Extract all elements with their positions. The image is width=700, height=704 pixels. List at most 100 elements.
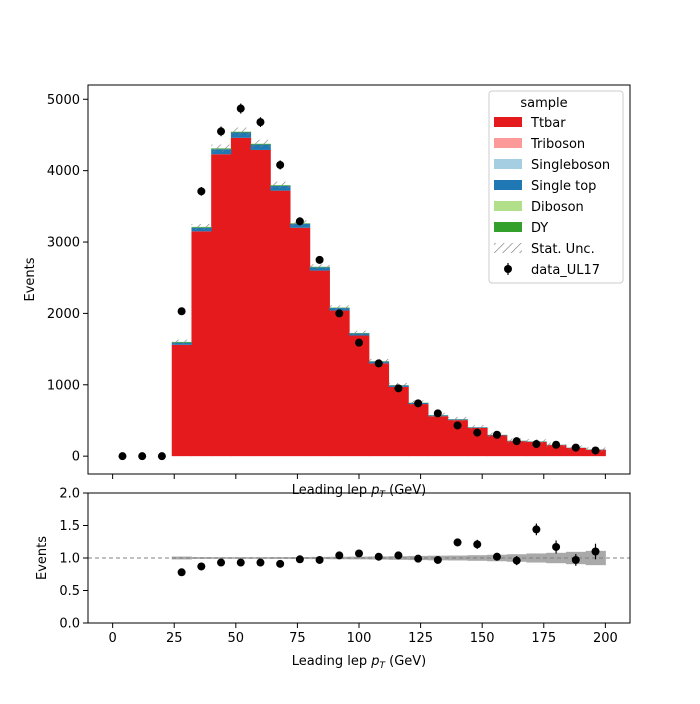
ratio-x-tick-label: 100 [347,631,372,646]
ratio-point [217,559,225,567]
bar-ttbar [389,387,409,456]
stat-unc-hatch [211,145,231,152]
data-point [335,309,343,317]
legend-swatch-singleboson [494,159,522,169]
legend-swatch-single-top [494,180,522,190]
ratio-y-tick-label: 0.0 [59,617,80,632]
ratio-point [513,557,521,565]
ratio-point [414,555,422,563]
data-point [592,446,600,454]
bar-ttbar [329,311,349,457]
data-point [256,118,264,126]
legend-swatch-diboson [494,201,522,211]
stat-unc-hatch [251,140,271,148]
bar-ttbar [270,191,290,457]
legend-label-singleboson: Singleboson [531,158,610,173]
legend-label-data-ul17: data_UL17 [531,263,600,278]
ratio-point [493,553,501,561]
ratio-point [473,540,481,548]
stat-unc-hatch [172,340,192,344]
ratio-x-tick-label: 200 [593,631,618,646]
data-point [552,441,560,449]
legend-swatch-triboson [494,138,522,148]
data-point [118,452,126,460]
ratio-point [454,538,462,546]
bar-ttbar [310,271,330,457]
stat-unc-hatch [231,128,251,136]
y-tick-label: 1000 [47,378,80,393]
data-point [375,359,383,367]
ratio-x-tick-label: 25 [166,631,183,646]
ratio-point [335,551,343,559]
y-tick-label: 0 [72,450,80,465]
data-point [513,437,521,445]
ratio-point [256,559,264,567]
bar-ttbar [172,345,192,456]
stat-unc-hatch [448,417,468,421]
ratio-x-tick-label: 175 [531,631,556,646]
bar-ttbar [408,404,428,456]
ratio-y-tick-label: 1.5 [59,519,80,534]
data-point [316,256,324,264]
legend-label-stat-unc-: Stat. Unc. [531,242,595,257]
ratio-point [572,556,580,564]
bar-ttbar [191,231,211,456]
main-y-axis-label: Events [23,257,38,301]
xlabel-text: Leading lep [292,654,371,669]
ratio-unc-band [467,555,487,561]
ratio-x-axis-label: Leading lep pT (GeV) [292,654,426,671]
y-tick-label: 2000 [47,307,80,322]
ratio-point [434,556,442,564]
xlabel-math: p [370,483,379,498]
ratio-unc-band [448,556,468,561]
bar-ttbar [251,150,271,456]
main-x-axis-label: Leading lep pT (GeV) [292,483,426,500]
ratio-y-tick-label: 1.0 [59,552,80,567]
legend-swatch-ttbar [494,117,522,127]
ratio-point [296,555,304,563]
ratio-point [592,548,600,556]
ratio-x-tick-label: 150 [470,631,495,646]
data-point [178,307,186,315]
data-point [296,217,304,225]
data-point [454,421,462,429]
legend-label-diboson: Diboson [531,200,584,215]
ratio-y-axis-label: Events [35,536,50,580]
bar-ttbar [231,138,251,456]
ratio-point [237,559,245,567]
bar-ttbar [290,228,310,456]
xlabel-unit: (GeV) [385,483,426,498]
legend-swatch-stat-unc [494,243,522,253]
data-point [276,161,284,169]
y-tick-label: 4000 [47,164,80,179]
ratio-point [394,551,402,559]
legend-label-dy: DY [531,221,548,236]
data-point [473,429,481,437]
data-point [532,440,540,448]
data-point [217,127,225,135]
ratio-point [178,568,186,576]
ratio-x-tick-label: 0 [108,631,116,646]
ratio-x-tick-label: 75 [289,631,306,646]
ratio-point [276,560,284,568]
data-point [158,452,166,460]
stat-unc-hatch [191,224,211,230]
xlabel-text: Leading lep [292,483,371,498]
data-point [434,409,442,417]
ratio-y-tick-label: 0.5 [59,584,80,599]
data-point [572,444,580,452]
ratio-x-tick-label: 125 [408,631,433,646]
legend-label-single-top: Single top [531,179,596,194]
stat-unc-hatch [349,331,369,335]
stat-unc-hatch [329,305,349,309]
stat-unc-hatch [310,264,330,269]
ratio-point [552,543,560,551]
legend-swatch-dy [494,222,522,232]
data-point [493,431,501,439]
legend-label-ttbar: Ttbar [530,116,566,131]
ratio-point [355,549,363,557]
legend-marker-data [504,265,512,273]
data-point [138,452,146,460]
